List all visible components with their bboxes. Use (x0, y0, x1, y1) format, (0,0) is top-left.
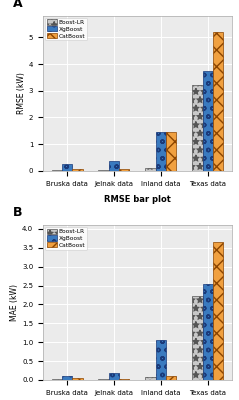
Bar (166, 376, 176, 380)
Bar (145, 168, 156, 171)
Text: A: A (13, 0, 22, 10)
Bar (52, 379, 62, 380)
Legend: Boost-LR, XgBoost, CatBoost: Boost-LR, XgBoost, CatBoost (45, 18, 87, 40)
Bar (192, 85, 203, 171)
Bar (166, 132, 176, 171)
Y-axis label: MAE (kW): MAE (kW) (10, 284, 19, 321)
Bar (72, 378, 82, 380)
Bar (213, 242, 223, 380)
Y-axis label: RMSE (kW): RMSE (kW) (17, 72, 26, 114)
Bar (98, 170, 109, 171)
Bar (72, 169, 82, 171)
Text: B: B (13, 206, 22, 219)
Bar (156, 340, 166, 380)
Bar (52, 170, 62, 171)
Bar (213, 32, 223, 171)
Bar (98, 379, 109, 380)
Bar (203, 71, 213, 171)
Bar (62, 164, 72, 171)
Bar (203, 284, 213, 380)
Bar (119, 169, 130, 171)
Bar (156, 132, 166, 171)
Bar (145, 377, 156, 380)
Bar (109, 373, 119, 380)
X-axis label: RMSE bar plot: RMSE bar plot (104, 195, 171, 204)
Bar (62, 376, 72, 380)
Legend: Boost-LR, XgBoost, CatBoost: Boost-LR, XgBoost, CatBoost (45, 227, 87, 250)
Bar (192, 296, 203, 380)
Bar (119, 379, 130, 380)
Bar (109, 161, 119, 171)
